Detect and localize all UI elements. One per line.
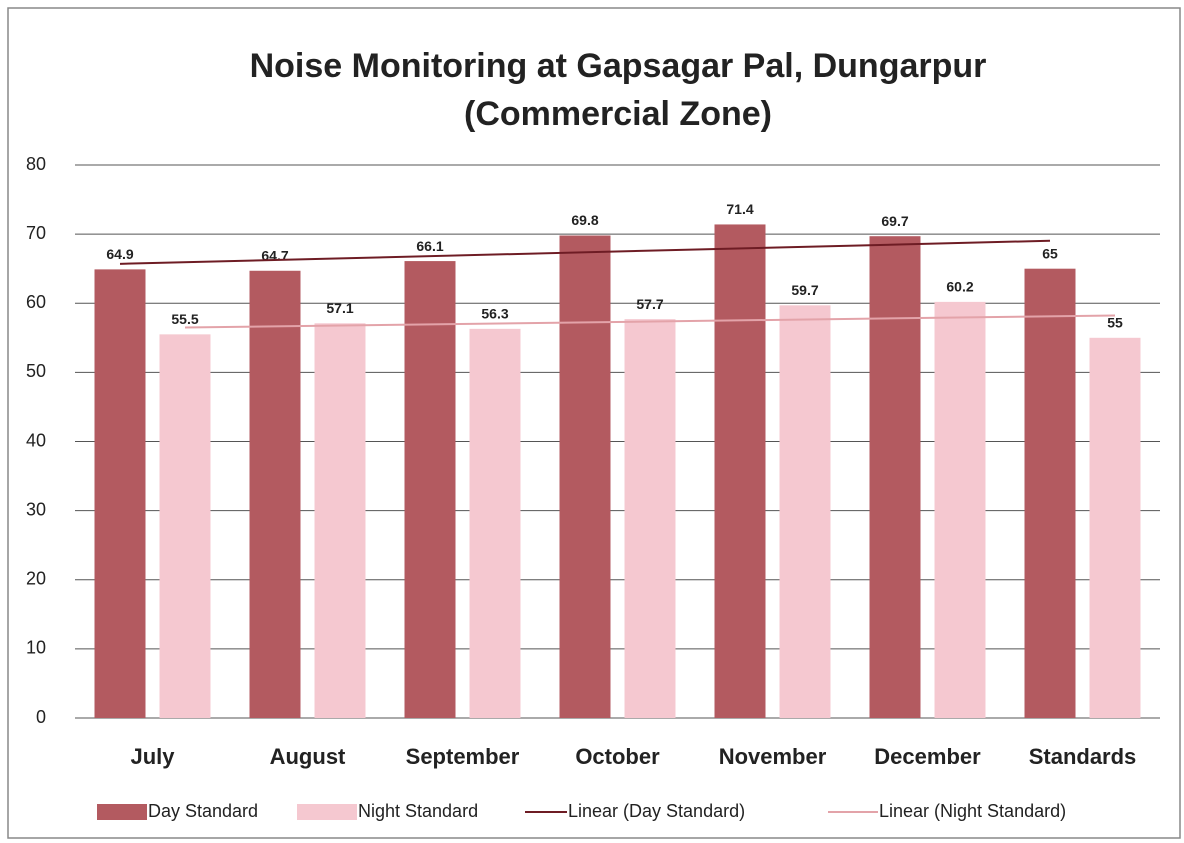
x-tick-label: December (874, 744, 981, 769)
bar (249, 270, 301, 718)
bar (624, 319, 676, 718)
bar (314, 323, 366, 718)
trendline (119, 239, 1051, 265)
bar (1024, 268, 1076, 718)
x-tick-label: November (719, 744, 827, 769)
y-tick-label: 70 (26, 223, 46, 243)
legend-swatch (297, 804, 357, 820)
legend-label: Linear (Day Standard) (568, 801, 745, 821)
y-tick-label: 80 (26, 154, 46, 174)
y-tick-label: 30 (26, 499, 46, 519)
x-tick-label: Standards (1029, 744, 1137, 769)
x-tick-label: October (575, 744, 660, 769)
bar (159, 334, 211, 718)
value-label: 60.2 (946, 279, 973, 295)
bar (1089, 337, 1141, 718)
bar (404, 261, 456, 718)
value-label: 57.1 (326, 300, 353, 316)
y-tick-label: 60 (26, 292, 46, 312)
y-tick-label: 40 (26, 430, 46, 450)
value-label: 64.9 (106, 246, 133, 262)
legend-label: Night Standard (358, 801, 478, 821)
bar (714, 224, 766, 718)
legend-label: Day Standard (148, 801, 258, 821)
bar (469, 328, 521, 718)
value-label: 55.5 (171, 311, 198, 327)
bar (869, 236, 921, 719)
x-tick-label: August (270, 744, 346, 769)
value-label: 71.4 (726, 201, 753, 217)
value-label: 69.7 (881, 213, 908, 229)
legend-label: Linear (Night Standard) (879, 801, 1066, 821)
bar (779, 305, 831, 718)
value-label: 59.7 (791, 282, 818, 298)
y-tick-label: 50 (26, 361, 46, 381)
legend-swatch (97, 804, 147, 820)
chart-subtitle: (Commercial Zone) (464, 95, 772, 133)
bar (934, 301, 986, 718)
chart-title: Noise Monitoring at Gapsagar Pal, Dungar… (250, 47, 987, 85)
value-label: 66.1 (416, 238, 443, 254)
trendline (184, 314, 1116, 329)
value-label: 65 (1042, 245, 1058, 261)
value-label: 57.7 (636, 296, 663, 312)
y-tick-label: 0 (36, 707, 46, 727)
y-tick-label: 20 (26, 569, 46, 589)
bar (94, 269, 146, 718)
value-label: 56.3 (481, 306, 508, 322)
x-tick-label: September (406, 744, 520, 769)
y-tick-label: 10 (26, 638, 46, 658)
value-label: 55 (1107, 315, 1123, 331)
bar (559, 235, 611, 718)
x-tick-label: July (130, 744, 175, 769)
value-label: 69.8 (571, 212, 598, 228)
